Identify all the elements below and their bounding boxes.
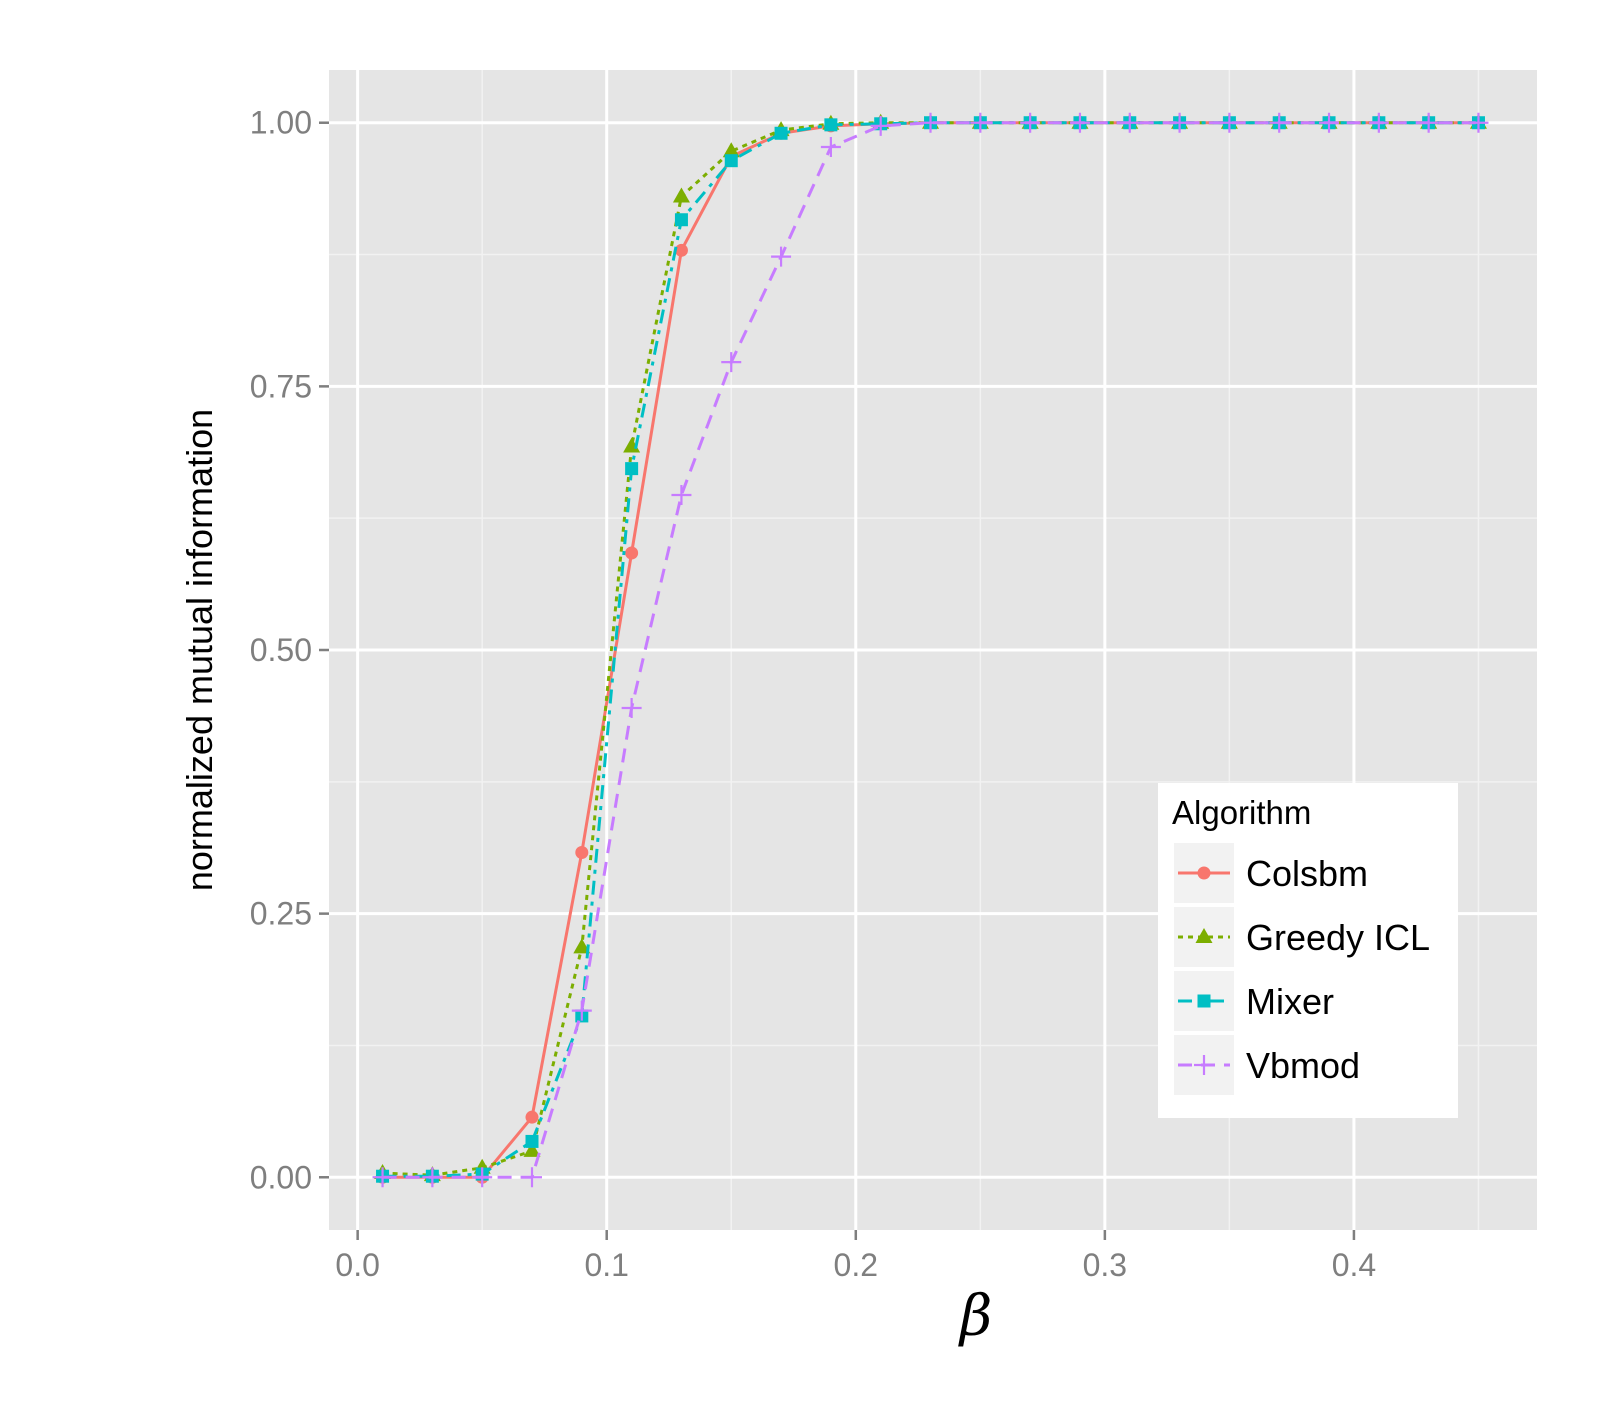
x-tick-label: 0.1 <box>584 1247 628 1283</box>
data-point-vbmod <box>1368 112 1389 133</box>
legend-marker-colsbm <box>1197 866 1211 880</box>
legend-items: Colsbm Greedy ICL Mixer Vbmod <box>1174 843 1430 1095</box>
data-point-vbmod <box>472 1167 493 1188</box>
legend-label-vbmod: Vbmod <box>1246 1045 1360 1086</box>
data-point-colsbm <box>625 546 639 560</box>
data-point-vbmod <box>1219 112 1240 133</box>
data-point-vbmod <box>1319 112 1340 133</box>
data-point-mixer <box>724 154 738 168</box>
data-point-vbmod <box>970 112 991 133</box>
data-point-vbmod <box>721 352 742 373</box>
y-tick-label: 0.25 <box>250 896 312 932</box>
legend-item-colsbm: Colsbm <box>1174 843 1368 903</box>
data-point-vbmod <box>1269 112 1290 133</box>
series-line-vbmod <box>382 121 1479 1179</box>
data-point-vbmod <box>1069 112 1090 133</box>
data-point-colsbm <box>525 1110 539 1124</box>
data-point-mixer <box>625 462 639 476</box>
data-point-vbmod <box>870 115 891 136</box>
data-point-colsbm <box>575 845 589 859</box>
data-point-mixer <box>824 118 838 132</box>
legend-label-greedy-icl: Greedy ICL <box>1246 917 1430 958</box>
data-point-vbmod <box>820 136 841 157</box>
y-axis-title: normalized mutual information <box>179 409 220 891</box>
data-point-vbmod <box>920 112 941 133</box>
legend: Algorithm Colsbm Greedy ICL Mixer Vbmod <box>1158 783 1458 1118</box>
legend-item-mixer: Mixer <box>1174 971 1334 1031</box>
series-vbmod <box>372 112 1489 1188</box>
legend-marker-greedy-icl <box>1195 928 1213 943</box>
data-point-vbmod <box>1468 112 1489 133</box>
y-tick-label: 1.00 <box>250 105 312 141</box>
data-point-vbmod <box>1418 112 1439 133</box>
data-point-greedy-icl <box>672 187 690 203</box>
legend-label-mixer: Mixer <box>1246 981 1334 1022</box>
data-point-greedy-icl <box>722 142 740 158</box>
data-point-mixer <box>525 1134 539 1148</box>
legend-marker-vbmod <box>1194 1055 1214 1075</box>
data-point-vbmod <box>422 1167 443 1188</box>
series-layer <box>372 112 1489 1188</box>
legend-title: Algorithm <box>1172 794 1311 831</box>
data-point-vbmod <box>671 484 692 505</box>
data-point-vbmod <box>1169 112 1190 133</box>
x-tick-label: 0.4 <box>1332 1247 1376 1283</box>
legend-item-greedy-icl: Greedy ICL <box>1174 907 1430 967</box>
x-tick-label: 0.2 <box>834 1247 878 1283</box>
data-point-vbmod <box>372 1167 393 1188</box>
data-point-vbmod <box>771 246 792 267</box>
x-axis-title: β <box>958 1284 992 1349</box>
y-tick-label: 0.00 <box>250 1159 312 1195</box>
x-tick-label: 0.3 <box>1083 1247 1127 1283</box>
data-point-vbmod <box>571 1000 592 1021</box>
legend-marker-mixer <box>1197 994 1211 1008</box>
data-point-vbmod <box>1119 112 1140 133</box>
data-point-mixer <box>674 213 688 227</box>
data-point-greedy-icl <box>523 1141 541 1157</box>
data-point-mixer <box>774 126 788 140</box>
data-point-vbmod <box>521 1167 542 1188</box>
data-point-vbmod <box>1020 112 1041 133</box>
y-tick-label: 0.50 <box>250 632 312 668</box>
data-point-vbmod <box>621 698 642 718</box>
data-point-colsbm <box>674 243 688 257</box>
legend-item-vbmod: Vbmod <box>1174 1035 1360 1095</box>
x-tick-label: 0.0 <box>335 1247 379 1283</box>
y-tick-label: 0.75 <box>250 368 312 404</box>
axes: 0.0 0.1 0.2 0.3 0.4 0.00 0.25 0.50 0.75 1.00 <box>250 105 1376 1283</box>
legend-label-colsbm: Colsbm <box>1246 853 1368 894</box>
data-point-greedy-icl <box>573 938 591 954</box>
